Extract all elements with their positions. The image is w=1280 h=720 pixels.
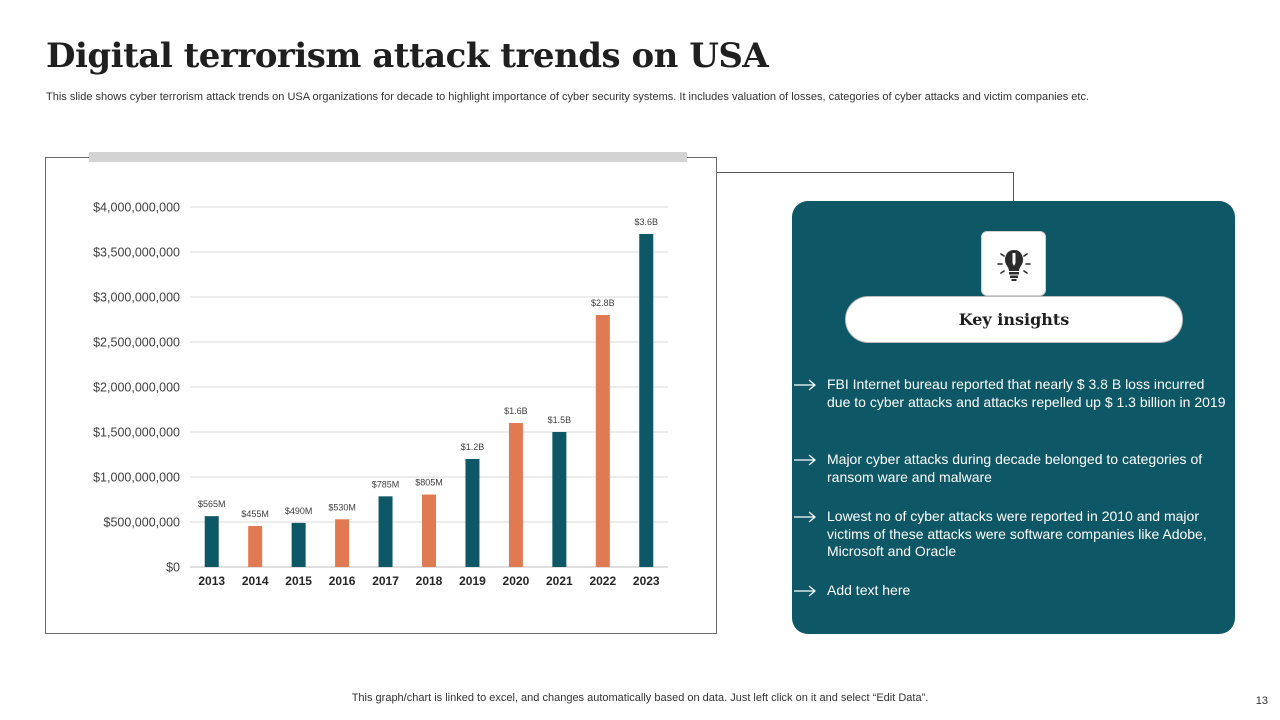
x-tick-label: 2022	[589, 574, 616, 588]
bar[interactable]	[335, 519, 350, 567]
data-label: $1.6B	[504, 406, 528, 416]
data-label: $565M	[198, 499, 226, 509]
bar[interactable]	[204, 516, 219, 567]
bar[interactable]	[639, 234, 654, 567]
data-label: $490M	[285, 506, 313, 516]
data-label: $1.5B	[548, 415, 572, 425]
y-tick-label: $3,500,000,000	[93, 246, 180, 260]
bar[interactable]	[595, 315, 610, 567]
data-label: $530M	[328, 502, 356, 512]
lightbulb-pen-icon	[996, 249, 1031, 281]
x-tick-label: 2014	[242, 574, 269, 588]
key-insights-heading: Key insights	[845, 296, 1183, 343]
x-tick-label: 2015	[285, 574, 312, 588]
connector-line-horizontal	[717, 172, 1014, 173]
bar[interactable]	[508, 423, 523, 567]
y-tick-label: $2,500,000,000	[93, 336, 180, 350]
x-tick-label: 2020	[503, 574, 530, 588]
footer-note: This graph/chart is linked to excel, and…	[351, 692, 929, 704]
arrow-right-icon	[794, 454, 816, 466]
arrow-right-icon	[794, 585, 816, 597]
insight-text: Major cyber attacks during decade belong…	[827, 451, 1203, 485]
data-label: $3.6B	[635, 217, 659, 227]
x-tick-label: 2019	[459, 574, 486, 588]
bar[interactable]	[552, 432, 567, 567]
y-tick-label: $3,000,000,000	[93, 291, 180, 305]
bar[interactable]	[291, 522, 306, 567]
x-tick-label: 2021	[546, 574, 573, 588]
data-label: $785M	[372, 479, 400, 489]
y-tick-label: $4,000,000,000	[93, 201, 180, 215]
insight-text: Lowest no of cyber attacks were reported…	[827, 508, 1207, 559]
x-tick-label: 2023	[633, 574, 660, 588]
bar[interactable]	[465, 459, 480, 567]
data-label: $2.8B	[591, 298, 615, 308]
insight-icon-box	[981, 231, 1046, 296]
arrow-right-icon	[794, 511, 816, 523]
connector-line-vertical	[1013, 172, 1014, 202]
y-tick-label: $1,000,000,000	[93, 471, 180, 485]
data-label: $1.2B	[461, 442, 485, 452]
arrow-right-icon	[794, 379, 816, 391]
y-tick-label: $500,000,000	[104, 516, 181, 530]
bar-chart[interactable]: $0 $500,000,000 $1,000,000,000 $1,500,000,0…	[0, 0, 720, 640]
bar[interactable]	[248, 526, 263, 567]
chart-accent-bar	[89, 152, 687, 162]
insight-text: Add text here	[827, 582, 911, 598]
y-tick-label: $2,000,000,000	[93, 381, 180, 395]
y-tick-label: $0	[166, 561, 180, 575]
x-tick-label: 2018	[416, 574, 443, 588]
bar[interactable]	[378, 496, 393, 567]
bar[interactable]	[422, 494, 436, 567]
data-label: $455M	[241, 509, 269, 519]
page-number: 13	[1255, 695, 1268, 707]
y-tick-label: $1,500,000,000	[93, 426, 180, 440]
x-tick-label: 2017	[372, 574, 399, 588]
x-tick-label: 2016	[329, 574, 356, 588]
insight-text: FBI Internet bureau reported that nearly…	[827, 376, 1226, 410]
slide-title: Digital terrorism attack trends on USA	[46, 36, 769, 76]
slide-subtitle: This slide shows cyber terrorism attack …	[46, 91, 1090, 103]
x-tick-label: 2013	[198, 574, 225, 588]
data-label: $805M	[415, 478, 443, 488]
